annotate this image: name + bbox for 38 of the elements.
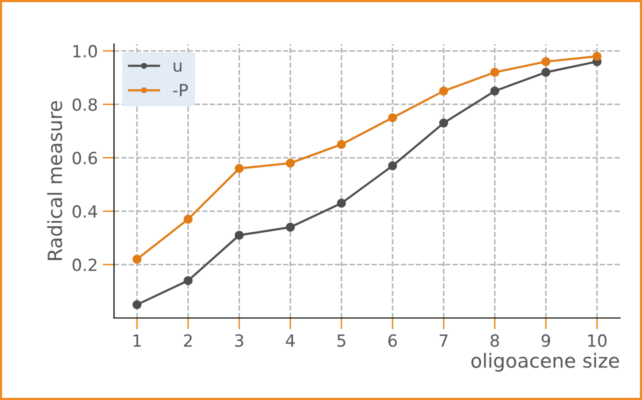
- point: [388, 161, 398, 170]
- x-tick-label: 7: [440, 334, 448, 347]
- x-tick-label: 6: [388, 334, 397, 347]
- y-tick-label: 0.2: [72, 258, 96, 272]
- point: [490, 68, 500, 77]
- point: [132, 254, 142, 264]
- x-tick-label: 8: [490, 334, 499, 347]
- x-tick-label: 4: [286, 334, 295, 347]
- x-tick-label: 2: [184, 334, 192, 347]
- y-tick-label: 0.4: [72, 205, 98, 218]
- point: [388, 113, 398, 122]
- point: [336, 198, 346, 208]
- y-tick-label: 0.8: [72, 98, 97, 111]
- x-tick-label: 5: [337, 334, 346, 347]
- point: [592, 52, 602, 61]
- point: [541, 68, 550, 77]
- legend-label: -P: [173, 84, 188, 96]
- x-tick-label: 3: [235, 334, 244, 347]
- point: [234, 230, 244, 240]
- point: [184, 276, 193, 286]
- x-tick-label: 10: [588, 334, 606, 347]
- point: [541, 57, 550, 66]
- point: [184, 214, 193, 224]
- x-tick-label: 9: [542, 334, 550, 347]
- point: [234, 164, 244, 173]
- point: [490, 86, 500, 96]
- point: [439, 86, 448, 96]
- point: [286, 158, 295, 168]
- point: [336, 140, 346, 149]
- point: [132, 300, 142, 310]
- y-tick-label: 1.0: [73, 44, 97, 58]
- point: [439, 118, 448, 128]
- legend-label: u: [174, 62, 182, 72]
- x-axis-title: oligoacene size: [471, 352, 619, 372]
- y-axis-title: Radical measure: [47, 101, 62, 260]
- y-tick-label: 0.6: [72, 152, 97, 164]
- x-tick-label: 1: [134, 334, 141, 347]
- point: [286, 222, 295, 232]
